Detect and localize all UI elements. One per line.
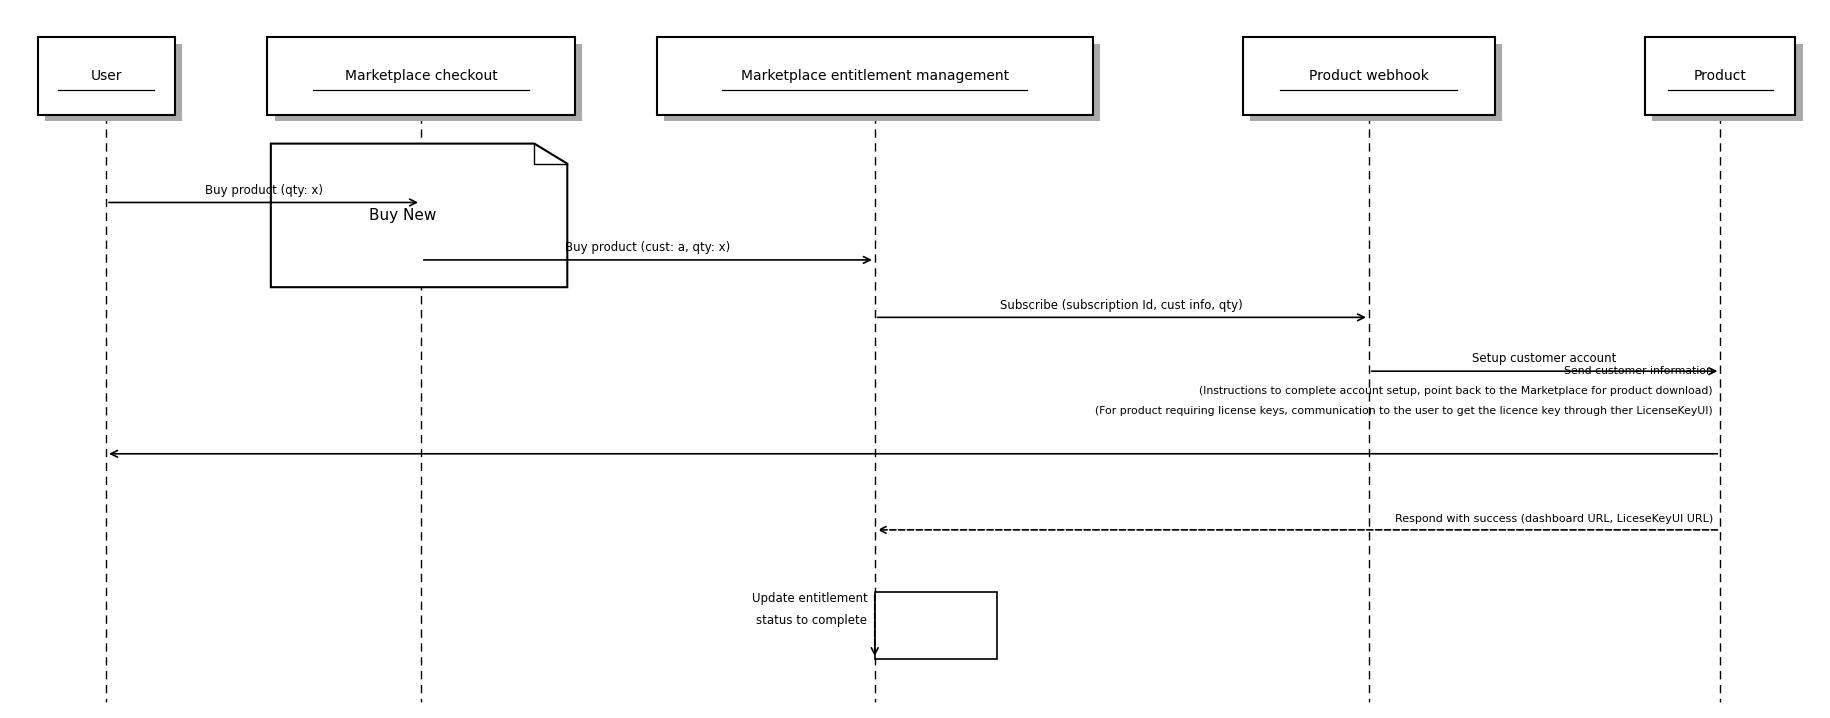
- Text: Subscribe (subscription Id, cust info, qty): Subscribe (subscription Id, cust info, q…: [1001, 299, 1243, 312]
- Bar: [657, 37, 1093, 115]
- Polygon shape: [271, 144, 567, 287]
- Bar: [46, 44, 183, 121]
- Bar: [274, 44, 582, 121]
- Text: Buy product (cust: a, qty: x): Buy product (cust: a, qty: x): [565, 241, 730, 254]
- Text: Send customer information: Send customer information: [1565, 366, 1713, 376]
- Bar: [1652, 44, 1803, 121]
- Bar: [267, 37, 575, 115]
- Bar: [1645, 37, 1795, 115]
- Bar: [875, 592, 997, 659]
- Text: Product: Product: [1695, 69, 1746, 83]
- Bar: [664, 44, 1100, 121]
- Text: (Instructions to complete account setup, point back to the Marketplace for produ: (Instructions to complete account setup,…: [1199, 386, 1713, 396]
- Text: Marketplace entitlement management: Marketplace entitlement management: [741, 69, 1008, 83]
- Text: User: User: [90, 69, 123, 83]
- Text: Setup customer account: Setup customer account: [1473, 353, 1616, 365]
- Text: (For product requiring license keys, communication to the user to get the licenc: (For product requiring license keys, com…: [1094, 406, 1713, 416]
- Text: status to complete: status to complete: [756, 614, 867, 627]
- Text: Marketplace checkout: Marketplace checkout: [344, 69, 498, 83]
- Text: Product webhook: Product webhook: [1308, 69, 1429, 83]
- Bar: [38, 37, 176, 115]
- Text: Respond with success (dashboard URL, LiceseKeyUI URL): Respond with success (dashboard URL, Lic…: [1394, 514, 1713, 524]
- Text: Buy New: Buy New: [370, 208, 436, 223]
- Bar: [1243, 37, 1495, 115]
- Text: Update entitlement: Update entitlement: [752, 592, 867, 605]
- Text: Buy product (qty: x): Buy product (qty: x): [205, 184, 322, 197]
- Bar: [1250, 44, 1502, 121]
